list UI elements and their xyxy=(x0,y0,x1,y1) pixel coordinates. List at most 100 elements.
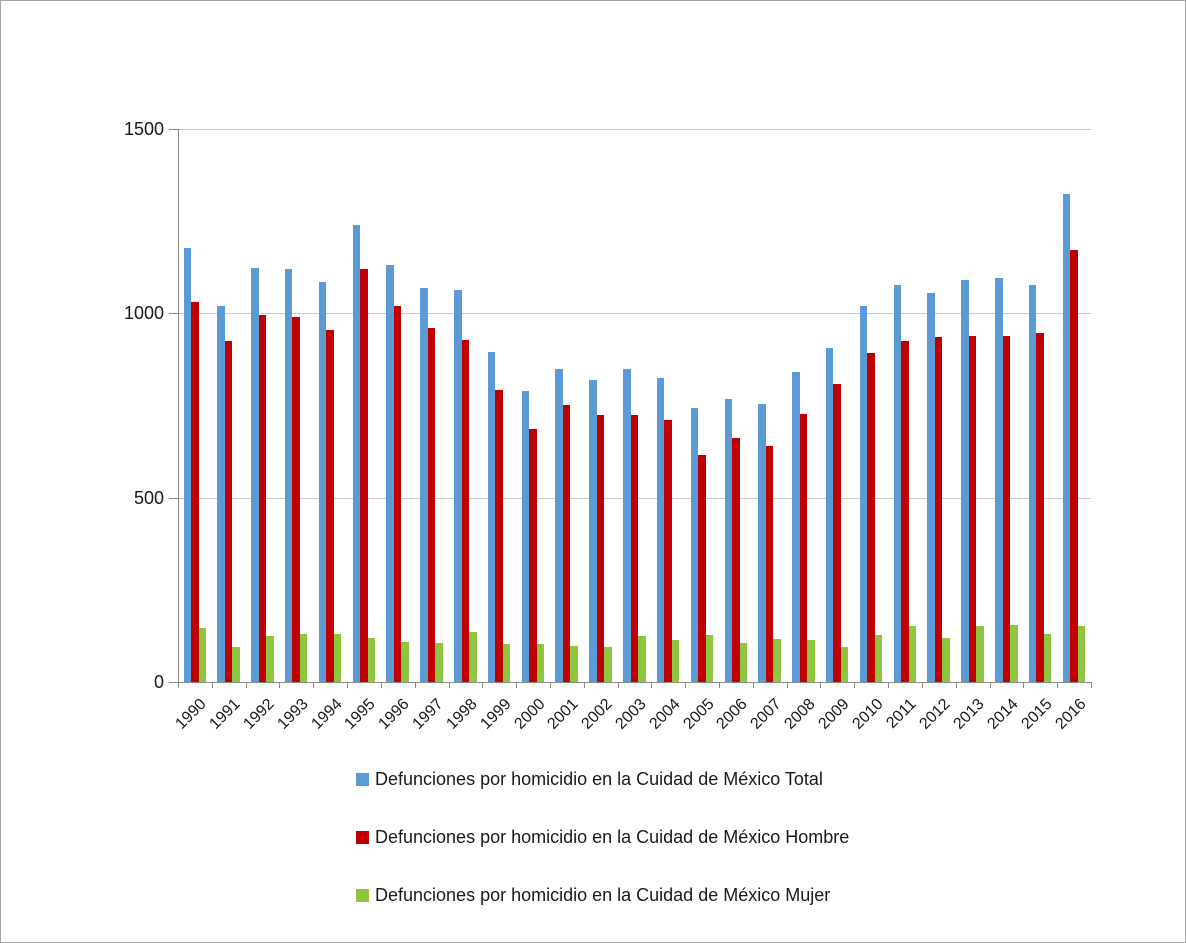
bar-total-2014 xyxy=(995,278,1003,682)
x-axis-tick xyxy=(719,682,721,688)
bar-total-1998 xyxy=(454,289,462,682)
bar-mujer-2009 xyxy=(840,646,849,682)
x-axis-tick xyxy=(414,682,416,688)
legend-swatch-mujer-icon xyxy=(356,888,369,902)
x-axis-tick-label: 2016 xyxy=(1052,695,1090,733)
bar-total-1996 xyxy=(386,265,394,682)
bar-total-2003 xyxy=(623,369,631,682)
x-axis-tick-label: 1997 xyxy=(409,695,447,733)
x-axis-tick-label: 2011 xyxy=(883,695,921,732)
x-axis-tick-label: 2015 xyxy=(1018,695,1056,733)
bar-hombre-1990 xyxy=(191,301,199,682)
bar-mujer-2013 xyxy=(976,625,984,682)
x-axis-tick-label: 2002 xyxy=(578,695,616,733)
x-axis-tick-label: 2014 xyxy=(984,695,1022,733)
x-axis-tick-label: 1993 xyxy=(274,695,312,733)
bar-hombre-1994 xyxy=(326,330,334,682)
y-axis-tick xyxy=(169,129,178,130)
y-axis-tick xyxy=(169,682,178,683)
bar-total-2009 xyxy=(825,348,834,682)
bar-total-2006 xyxy=(724,398,733,682)
bar-mujer-2015 xyxy=(1043,633,1052,682)
bar-total-1995 xyxy=(352,224,361,682)
bar-hombre-2011 xyxy=(901,340,909,682)
gridline-1000 xyxy=(178,313,1091,315)
bar-total-1994 xyxy=(318,282,327,682)
bar-hombre-1995 xyxy=(360,268,368,682)
bar-total-2008 xyxy=(792,371,800,682)
bar-total-2002 xyxy=(589,379,597,682)
plot-area xyxy=(178,129,1091,682)
legend-label-total: Defunciones por homicidio en la Cuidad d… xyxy=(375,768,823,789)
y-axis-tick xyxy=(169,313,178,315)
x-axis-tick xyxy=(347,682,349,688)
x-axis-tick-label: 2009 xyxy=(815,695,853,733)
x-axis-tick-label: 2005 xyxy=(680,695,718,733)
x-axis-tick-label: 2003 xyxy=(612,695,650,733)
gridline-1500 xyxy=(178,129,1091,130)
bar-total-2016 xyxy=(1062,194,1071,682)
x-axis-tick xyxy=(178,682,179,688)
x-axis-tick xyxy=(211,682,213,688)
bar-hombre-2008 xyxy=(799,413,808,682)
bar-total-2007 xyxy=(758,403,766,682)
y-axis-tick-label: 1000 xyxy=(123,303,164,324)
bar-hombre-2016 xyxy=(1070,250,1078,682)
x-axis-tick xyxy=(955,682,957,688)
bar-mujer-2016 xyxy=(1077,625,1086,682)
bar-total-1992 xyxy=(251,268,259,682)
x-axis-tick xyxy=(448,682,450,688)
bar-hombre-2006 xyxy=(732,438,740,682)
bar-hombre-2002 xyxy=(596,415,605,682)
x-axis-tick xyxy=(820,682,822,688)
y-axis-line xyxy=(178,129,179,682)
bar-mujer-2008 xyxy=(807,639,815,682)
bar-total-2012 xyxy=(927,292,935,682)
x-axis-tick xyxy=(245,682,247,688)
bar-total-2000 xyxy=(521,391,530,682)
x-axis-tick xyxy=(549,682,551,688)
x-axis-line xyxy=(178,682,1092,683)
bar-total-1993 xyxy=(284,269,293,682)
bar-mujer-2011 xyxy=(908,625,917,682)
bar-mujer-1999 xyxy=(502,643,511,682)
x-axis-tick xyxy=(786,682,788,688)
bar-hombre-1997 xyxy=(427,327,436,682)
bar-mujer-2010 xyxy=(874,635,883,682)
x-axis-tick-label: 2010 xyxy=(849,695,887,733)
x-axis-tick xyxy=(380,682,382,688)
bar-hombre-2010 xyxy=(867,352,875,682)
x-axis-tick-label: 2004 xyxy=(646,695,684,733)
x-axis-tick-label: 2013 xyxy=(950,695,988,733)
bar-hombre-2005 xyxy=(698,454,706,682)
x-axis-tick xyxy=(1091,682,1092,688)
bar-mujer-2004 xyxy=(671,640,680,682)
legend-item-mujer: Defunciones por homicidio en la Cuidad d… xyxy=(356,882,830,908)
bar-mujer-1992 xyxy=(266,635,274,682)
bar-hombre-1996 xyxy=(393,305,402,682)
bar-hombre-2001 xyxy=(562,405,571,682)
x-axis-tick-label: 1996 xyxy=(375,695,413,733)
bar-total-2011 xyxy=(893,284,902,682)
bar-hombre-2012 xyxy=(934,336,943,682)
bar-mujer-2000 xyxy=(536,643,545,682)
bar-hombre-2013 xyxy=(968,335,977,682)
legend-swatch-total-icon xyxy=(356,772,369,786)
bar-mujer-2007 xyxy=(773,639,781,682)
x-axis-tick-label: 1999 xyxy=(477,695,515,733)
x-axis-tick xyxy=(1057,682,1059,688)
x-axis-tick-label: 1994 xyxy=(308,695,346,733)
bar-mujer-1998 xyxy=(469,631,477,682)
bar-mujer-1996 xyxy=(401,641,409,682)
x-axis-tick xyxy=(651,682,653,688)
x-axis-tick xyxy=(617,682,619,688)
bar-total-2010 xyxy=(859,305,868,682)
bar-mujer-1997 xyxy=(435,642,443,682)
bar-mujer-2005 xyxy=(705,635,714,682)
bar-hombre-2009 xyxy=(833,383,841,682)
y-axis-tick xyxy=(169,497,178,499)
x-axis-tick-label: 2012 xyxy=(916,695,954,733)
x-axis-tick-label: 1991 xyxy=(206,695,244,733)
bar-total-2015 xyxy=(1028,284,1037,682)
